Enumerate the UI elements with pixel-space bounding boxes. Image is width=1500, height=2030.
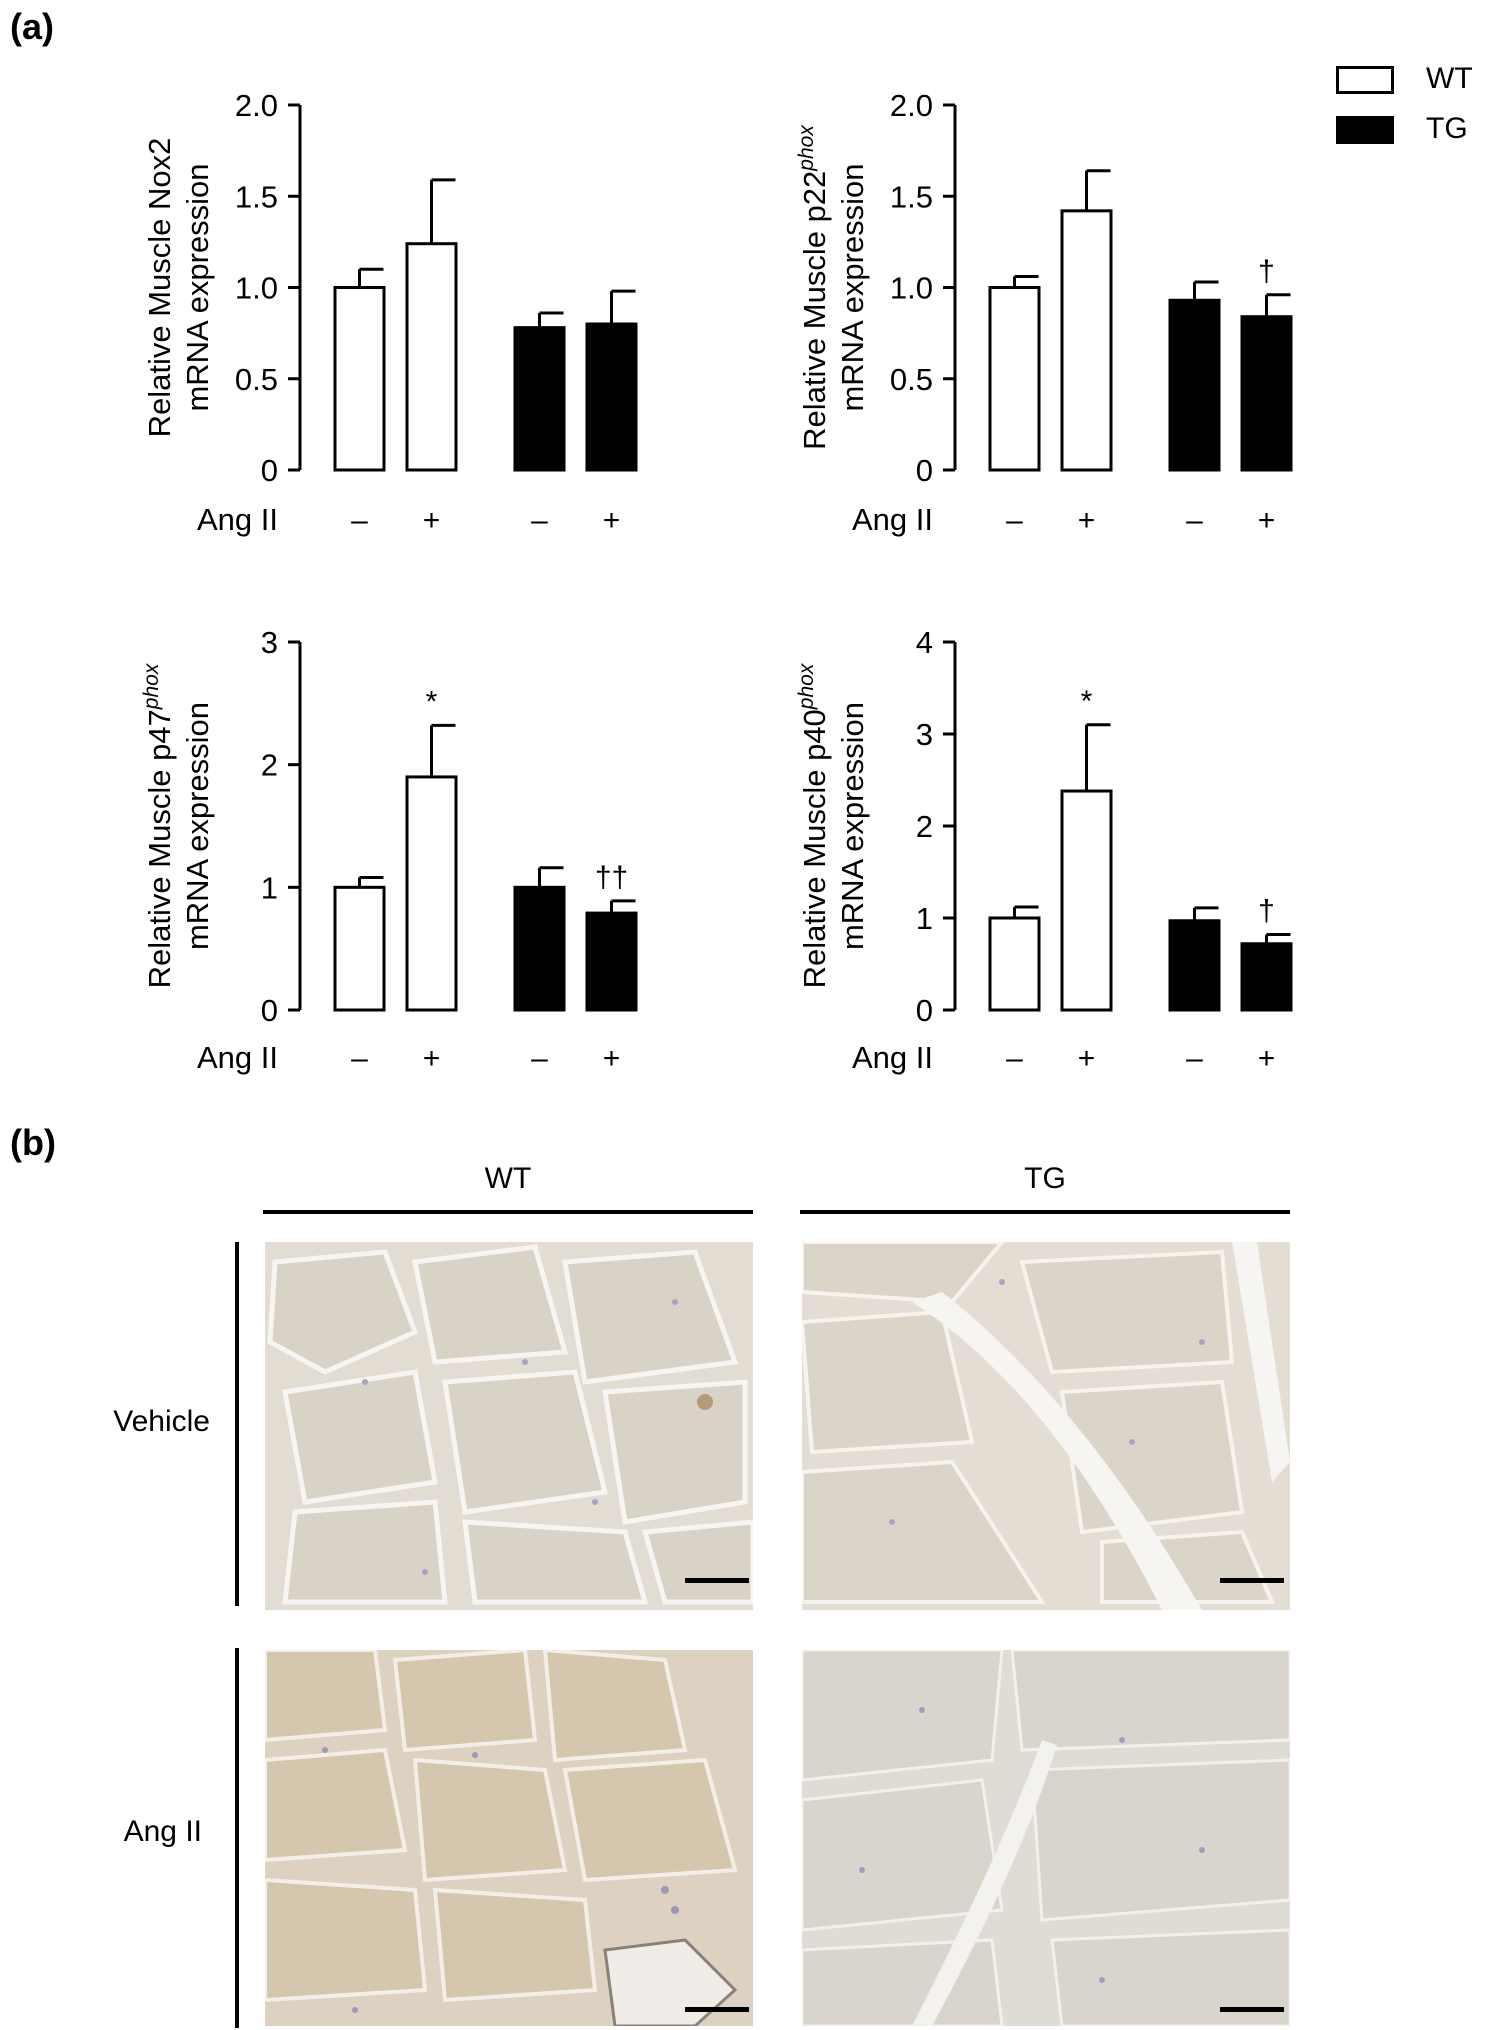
chart4-bar-tg-angii	[1240, 942, 1293, 1012]
chart1-y-tick-label: 0.5	[235, 362, 278, 397]
chart3-x-tick-label: +	[603, 1042, 621, 1075]
chart2-y-tick-label: 2.0	[890, 88, 933, 123]
panel-b-label: (b)	[10, 1122, 56, 1163]
chart3-y-label-line1: Relative Muscle p47phox	[140, 662, 177, 988]
chart3-bar-tg-angii	[585, 911, 638, 1012]
chart2-bar-tg-angii	[1240, 315, 1293, 472]
chart1-y-tick-label: 1.0	[235, 271, 278, 306]
chart2-significance-mark: †	[1258, 255, 1275, 288]
chart1-x-treatment-label: Ang II	[197, 502, 278, 537]
chart4-bar-wt-angii	[1060, 789, 1113, 1012]
chart3-significance-mark: *	[426, 685, 438, 718]
chart3-y-tick-label: 0	[261, 993, 278, 1028]
chart1-bar-tg-angii	[585, 322, 638, 472]
chart3-y-label-line2: mRNA expression	[180, 702, 215, 950]
chart4-x-treatment-label: Ang II	[852, 1040, 933, 1075]
chart4-significance-mark: *	[1081, 685, 1093, 718]
chart1-y-label-line2: mRNA expression	[180, 163, 215, 411]
chart2-bar-tg-vehicle	[1168, 298, 1221, 472]
micrograph-tg-vehicle	[802, 1242, 1290, 1610]
chart3-y-tick-label: 3	[261, 625, 278, 660]
chart4-bar-wt-vehicle	[988, 916, 1041, 1012]
chart2-x-tick-label: +	[1078, 504, 1096, 537]
chart4-y-tick-label: 1	[916, 901, 933, 936]
chart4-y-label-line2: mRNA expression	[835, 702, 870, 950]
chart3-x-tick-label: +	[423, 1042, 441, 1075]
legend-label-wt: WT	[1426, 62, 1473, 95]
chart4-y-tick-label: 4	[916, 625, 933, 660]
row-rule-vehicle	[235, 1242, 239, 1606]
micrograph-tg-angii	[802, 1650, 1290, 2026]
chart2-y-label-line1: Relative Muscle p22phox	[795, 124, 832, 450]
chart3-bar-wt-vehicle	[333, 885, 386, 1012]
chart1-bar-wt-angii	[405, 242, 458, 472]
chart2-x-tick-label: +	[1258, 504, 1276, 537]
chart3-bar-wt-angii	[405, 775, 458, 1012]
chart2-x-tick-label: –	[1006, 504, 1023, 537]
chart2-bar-wt-vehicle	[988, 286, 1041, 472]
chart4-bar-tg-vehicle	[1168, 919, 1221, 1012]
chart1-y-tick-label: 1.5	[235, 179, 278, 214]
legend-label-tg: TG	[1426, 112, 1468, 145]
scale-bar-wt-vehicle	[685, 1578, 749, 1583]
chart1-y-label-line1: Relative Muscle Nox2	[142, 138, 177, 438]
scale-bar-tg-vehicle	[1220, 1578, 1284, 1583]
legend-swatch-tg	[1336, 116, 1394, 144]
column-rule-tg	[800, 1210, 1290, 1214]
scale-bar-wt-angii	[685, 2007, 749, 2012]
chart4-y-tick-label: 0	[916, 993, 933, 1028]
chart1-x-tick-label: –	[351, 504, 368, 537]
row-header-angii: Ang II	[123, 1815, 202, 1848]
chart2-bar-wt-angii	[1060, 209, 1113, 472]
chart1-y-tick-label: 0	[261, 453, 278, 488]
chart3-x-tick-label: –	[351, 1042, 368, 1075]
chart1-x-tick-label: –	[531, 504, 548, 537]
chart1-bar-tg-vehicle	[513, 326, 566, 472]
chart3-x-treatment-label: Ang II	[197, 1040, 278, 1075]
chart3-y-tick-label: 2	[261, 748, 278, 783]
chart1-y-tick-label: 2.0	[235, 88, 278, 123]
micrograph-wt-angii	[265, 1650, 753, 2026]
legend-swatch-wt	[1336, 66, 1394, 94]
chart2-y-label-superscript: phox	[795, 124, 818, 172]
chart2-y-tick-label: 1.0	[890, 271, 933, 306]
panel-a-label: (a)	[10, 6, 54, 47]
chart4-x-tick-label: –	[1006, 1042, 1023, 1075]
chart3-x-tick-label: –	[531, 1042, 548, 1075]
column-header-tg: TG	[1024, 1162, 1066, 1195]
chart4-significance-mark: †	[1258, 895, 1275, 928]
chart2-x-treatment-label: Ang II	[852, 502, 933, 537]
chart4-y-label-superscript: phox	[795, 662, 818, 710]
chart4-y-tick-label: 2	[916, 809, 933, 844]
chart4-y-label-line1: Relative Muscle p40phox	[795, 662, 832, 988]
chart3-significance-mark: ††	[595, 861, 628, 894]
chart2-y-label-line2: mRNA expression	[835, 163, 870, 411]
chart4-x-tick-label: –	[1186, 1042, 1203, 1075]
chart1-x-tick-label: +	[603, 504, 621, 537]
chart3-y-label-superscript: phox	[140, 662, 163, 710]
chart3-y-tick-label: 1	[261, 870, 278, 905]
row-header-vehicle: Vehicle	[113, 1405, 210, 1438]
chart4-x-tick-label: +	[1258, 1042, 1276, 1075]
chart1-x-tick-label: +	[423, 504, 441, 537]
column-header-wt: WT	[484, 1162, 532, 1195]
chart2-y-tick-label: 0	[916, 453, 933, 488]
chart1-bar-wt-vehicle	[333, 286, 386, 472]
scale-bar-tg-angii	[1220, 2007, 1284, 2012]
chart2-x-tick-label: –	[1186, 504, 1203, 537]
row-rule-angii	[235, 1648, 239, 2028]
chart3-bar-tg-vehicle	[513, 885, 566, 1012]
micrograph-wt-vehicle	[265, 1242, 753, 1610]
chart2-y-tick-label: 0.5	[890, 362, 933, 397]
chart2-y-tick-label: 1.5	[890, 179, 933, 214]
chart4-y-tick-label: 3	[916, 717, 933, 752]
chart4-x-tick-label: +	[1078, 1042, 1096, 1075]
column-rule-wt	[263, 1210, 753, 1214]
